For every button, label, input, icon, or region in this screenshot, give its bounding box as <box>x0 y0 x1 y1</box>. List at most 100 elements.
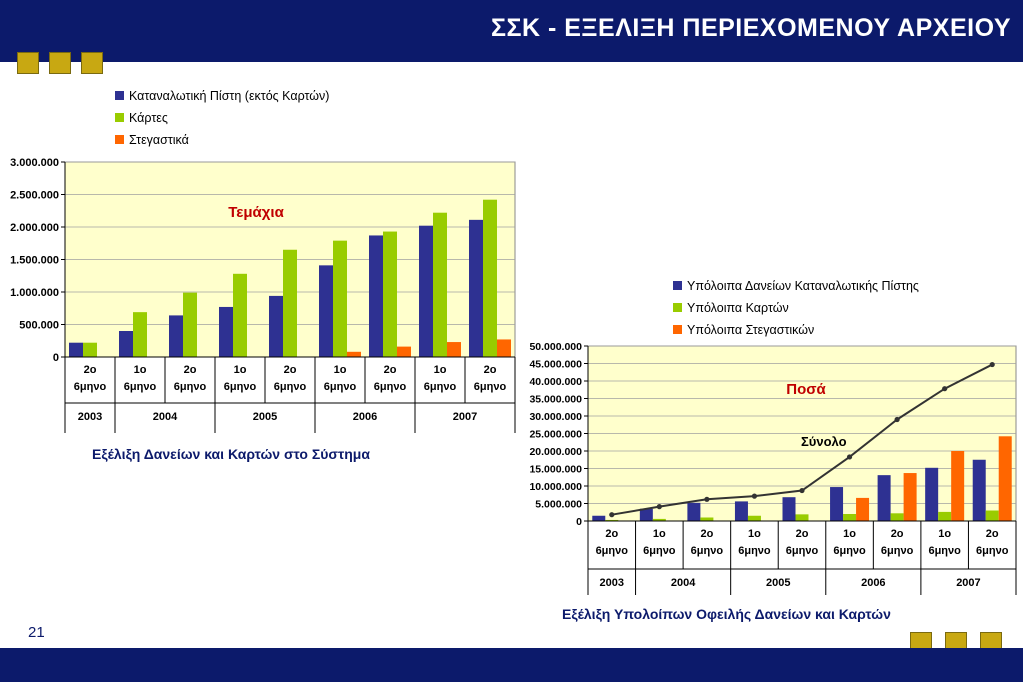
caption-left: Εξέλιξη Δανείων και Καρτών στο Σύστημα <box>92 446 370 462</box>
bar <box>183 292 197 357</box>
year-label: 2004 <box>153 411 178 423</box>
bar <box>998 436 1012 521</box>
bar <box>985 510 999 521</box>
bar <box>169 315 183 357</box>
year-label: 2004 <box>671 577 696 589</box>
x-tick-label: 2o <box>284 364 297 376</box>
chart-title: Τεμάχια <box>228 204 284 221</box>
x-tick-label: 6μηνο <box>833 545 866 557</box>
bar <box>283 249 297 357</box>
bar <box>83 342 97 357</box>
bar <box>856 497 870 521</box>
x-tick-label: 6μηνο <box>174 381 207 393</box>
total-point <box>894 416 900 423</box>
legend-label: Στεγαστικά <box>129 133 189 147</box>
total-point <box>609 512 615 518</box>
y-tick-label: 50.000.000 <box>529 341 582 353</box>
bar <box>233 273 247 357</box>
legend-swatch <box>673 303 682 312</box>
y-tick-label: 1.000.000 <box>10 287 59 299</box>
bar <box>951 451 965 521</box>
bar <box>782 497 796 521</box>
x-tick-label: 6μηνο <box>928 545 961 557</box>
total-point <box>942 386 948 392</box>
x-tick-label: 1o <box>843 528 856 540</box>
bar <box>383 231 397 357</box>
year-label: 2005 <box>766 577 790 589</box>
year-label: 2007 <box>956 577 980 589</box>
bar <box>347 351 361 357</box>
bottom-banner <box>0 648 1023 682</box>
total-point <box>989 361 995 368</box>
x-tick-label: 2o <box>700 528 713 540</box>
x-tick-label: 6μηνο <box>643 545 676 557</box>
slide-title: ΣΣΚ - ΕΞΕΛΙΞΗ ΠΕΡΙΕΧΟΜΕΝΟΥ ΑΡΧΕΙΟΥ <box>490 14 1011 42</box>
total-point <box>704 496 710 502</box>
year-label: 2006 <box>353 411 377 423</box>
y-tick-label: 30.000.000 <box>529 411 582 423</box>
legend-label: Καταναλωτική Πίστη (εκτός Καρτών) <box>129 89 329 103</box>
year-label: 2005 <box>253 411 277 423</box>
chart-units: Καταναλωτική Πίστη (εκτός Καρτών) Κάρτες Σ… <box>0 78 520 436</box>
bar <box>795 514 809 521</box>
bar <box>133 312 147 357</box>
y-tick-label: 45.000.000 <box>529 359 582 371</box>
y-tick-label: 3.000.000 <box>10 157 59 169</box>
caption-right: Εξέλιξη Υπολοίπων Οφειλής Δανείων και Κα… <box>562 606 891 622</box>
legend-swatch <box>115 91 124 100</box>
legend-label: Κάρτες <box>129 111 168 125</box>
bar <box>447 342 461 357</box>
year-label: 2007 <box>453 411 477 423</box>
x-tick-label: 2o <box>605 528 618 540</box>
x-tick-label: 2o <box>796 528 809 540</box>
x-tick-label: 1o <box>434 364 447 376</box>
x-tick-label: 6μηνο <box>596 545 629 557</box>
bar <box>397 346 411 357</box>
bar <box>319 265 333 357</box>
y-tick-label: 5.000.000 <box>535 499 582 511</box>
x-tick-label: 2o <box>891 528 904 540</box>
legend-swatch <box>673 325 682 334</box>
total-point <box>846 454 853 460</box>
y-tick-label: 35.000.000 <box>529 394 582 406</box>
x-tick-label: 1o <box>653 528 666 540</box>
year-label: 2006 <box>861 577 885 589</box>
total-point <box>751 493 758 499</box>
total-line-label: Σύνολο <box>801 434 847 449</box>
decor-square <box>81 52 103 74</box>
x-tick-label: 2o <box>184 364 197 376</box>
y-tick-label: 2.000.000 <box>10 222 59 234</box>
bar <box>369 235 383 357</box>
legend-label: Υπόλοιπα Στεγαστικών <box>687 323 814 337</box>
y-tick-label: 15.000.000 <box>529 464 582 476</box>
page-number: 21 <box>28 624 45 641</box>
x-tick-label: 6μηνο <box>224 381 257 393</box>
bar <box>497 339 511 357</box>
legend-label: Υπόλοιπα Καρτών <box>687 301 789 315</box>
bar <box>483 199 497 357</box>
x-tick-label: 1o <box>234 364 247 376</box>
bar <box>972 459 986 521</box>
y-tick-label: 0 <box>53 352 59 364</box>
y-tick-label: 1.500.000 <box>10 255 59 267</box>
decor-square <box>17 52 39 74</box>
bar <box>269 295 283 357</box>
bar <box>877 475 891 521</box>
bar <box>938 511 952 521</box>
bar <box>652 518 666 521</box>
x-tick-label: 1o <box>748 528 761 540</box>
decor-square <box>49 52 71 74</box>
bar <box>687 502 701 521</box>
top-banner <box>0 0 1023 62</box>
x-tick-label: 6μηνο <box>738 545 771 557</box>
bar <box>925 467 939 521</box>
x-tick-label: 6μηνο <box>976 545 1009 557</box>
x-tick-label: 6μηνο <box>74 381 107 393</box>
y-tick-label: 2.500.000 <box>10 190 59 202</box>
year-label: 2003 <box>78 411 102 423</box>
x-tick-label: 6μηνο <box>424 381 457 393</box>
y-tick-label: 500.000 <box>19 320 59 332</box>
bar <box>592 515 606 521</box>
bar <box>747 515 761 521</box>
x-tick-label: 1o <box>938 528 951 540</box>
